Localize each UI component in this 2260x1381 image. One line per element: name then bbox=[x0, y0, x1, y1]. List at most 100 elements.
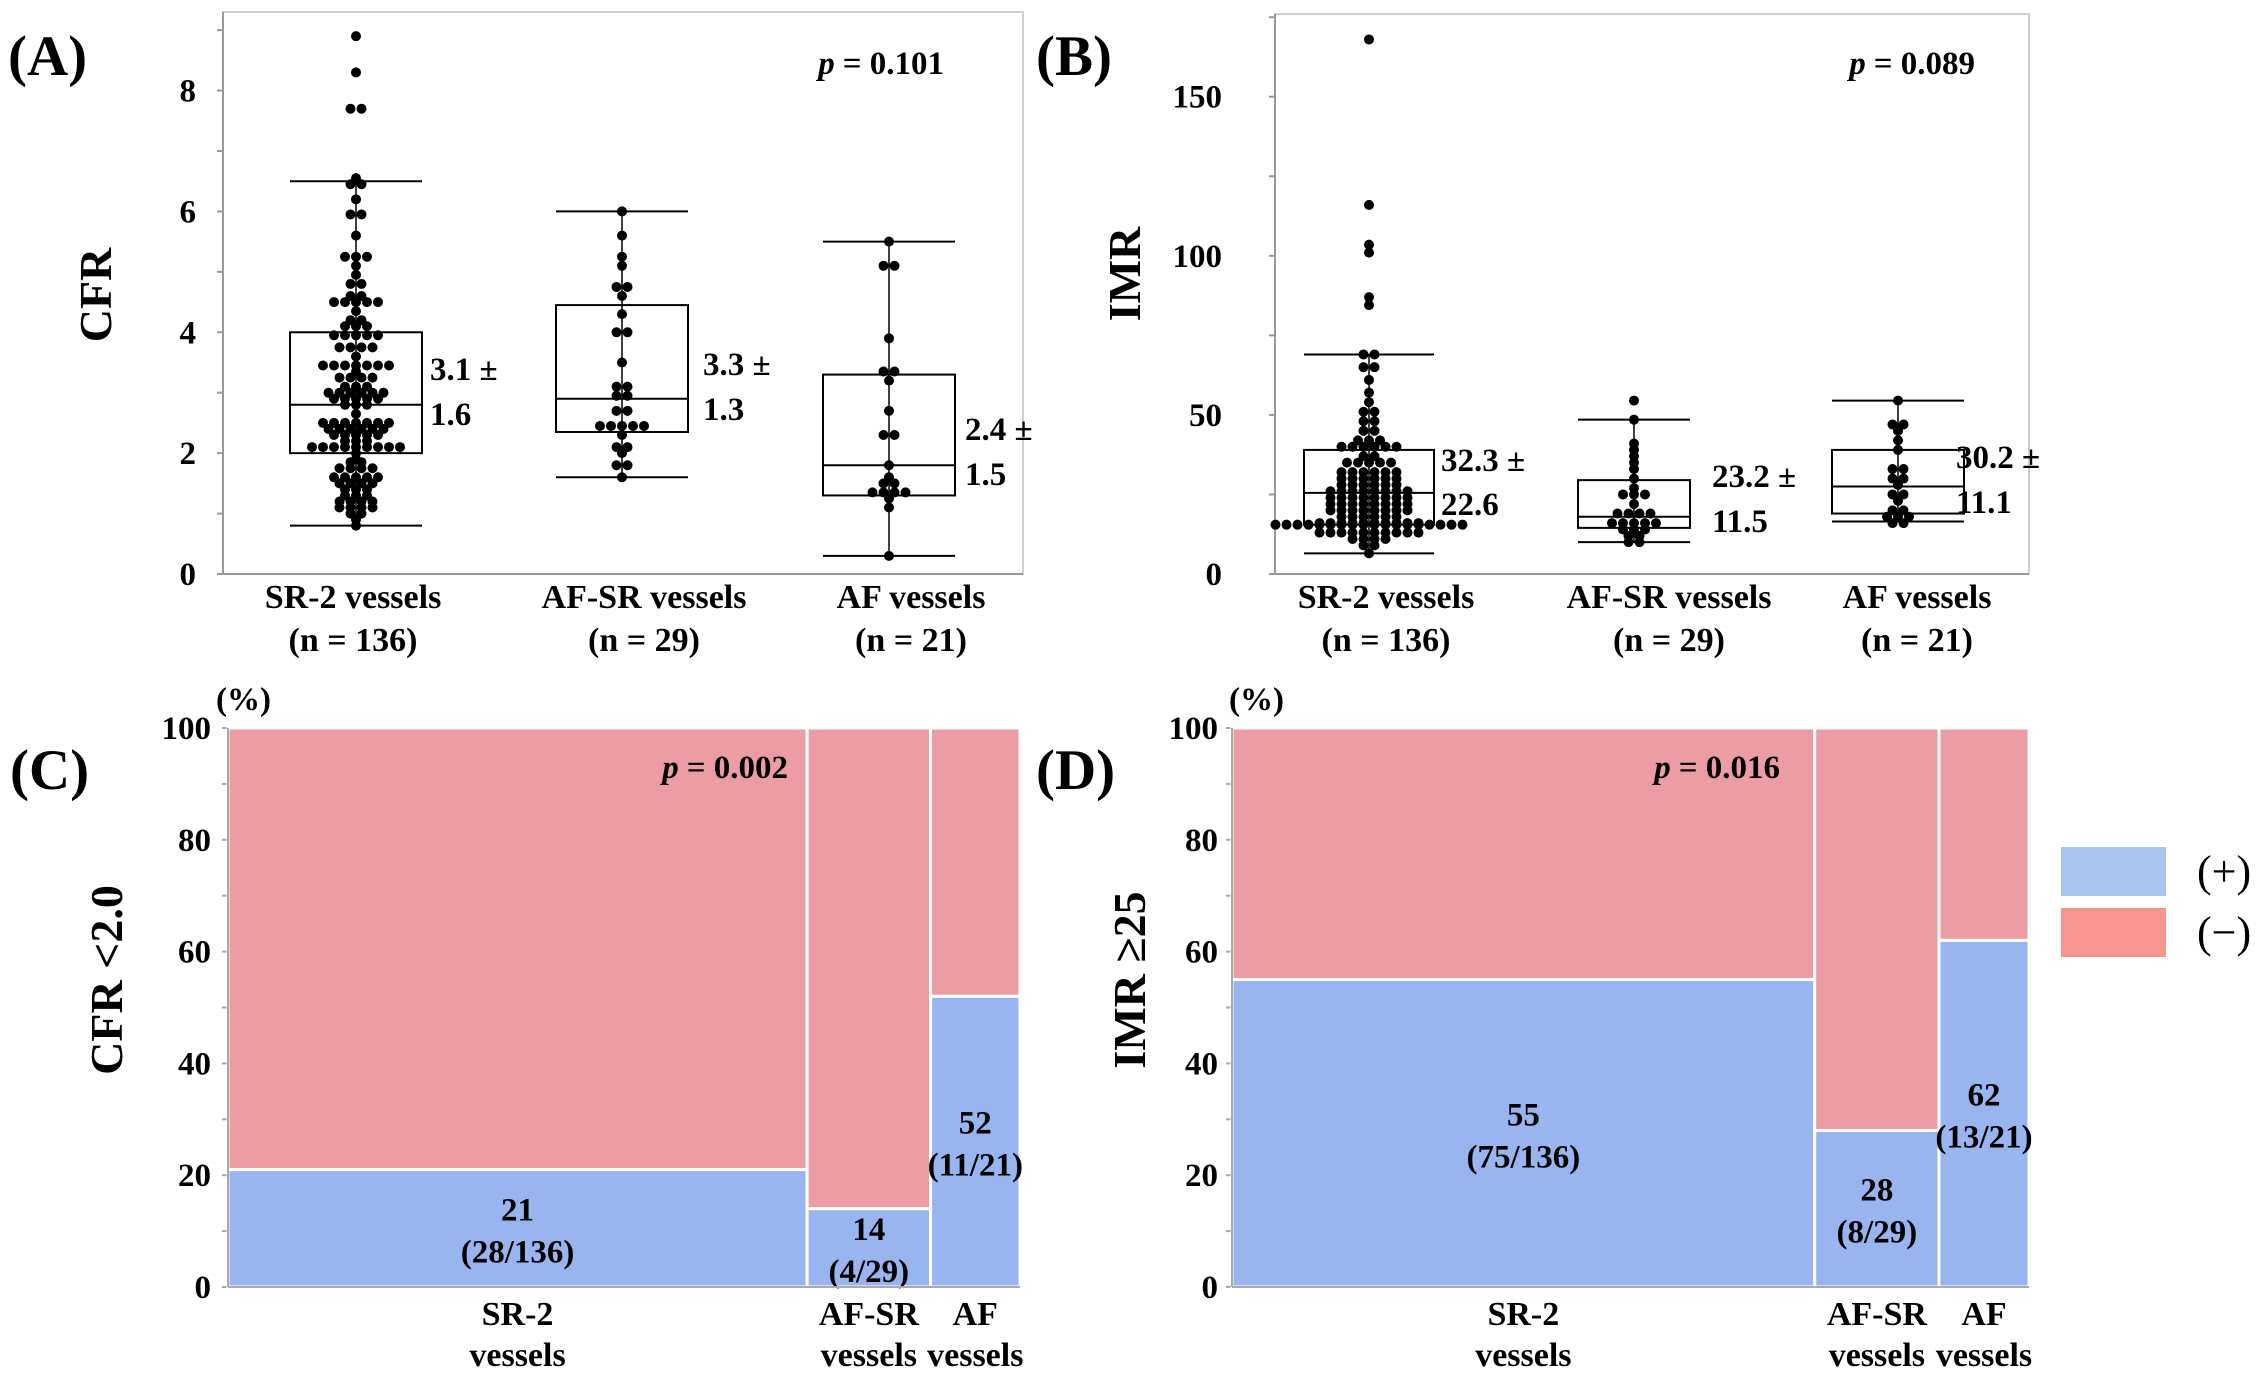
y-unit: (%) bbox=[216, 682, 271, 718]
data-point bbox=[1353, 457, 1363, 468]
sd-label: 11.5 bbox=[1712, 504, 1768, 540]
x-category-label: SR-2 vessels bbox=[1298, 579, 1475, 616]
data-point bbox=[1893, 425, 1903, 436]
data-point bbox=[622, 390, 633, 401]
p-value-text: = 0.002 bbox=[687, 750, 788, 786]
data-point bbox=[617, 206, 627, 217]
x-category-label: AF vessels bbox=[837, 579, 986, 616]
negative-segment bbox=[226, 726, 809, 1172]
data-point bbox=[351, 408, 361, 419]
data-point bbox=[1369, 349, 1380, 360]
y-tick-label: 40 bbox=[178, 1046, 211, 1082]
negative-segment bbox=[1813, 726, 1941, 1132]
panel-label: (A) bbox=[8, 25, 87, 88]
data-point bbox=[1369, 441, 1380, 452]
data-point bbox=[878, 430, 889, 441]
data-point bbox=[1386, 457, 1396, 468]
y-tick-label: 60 bbox=[178, 935, 211, 971]
x-category-n: (n = 136) bbox=[1322, 622, 1451, 659]
data-point bbox=[1292, 519, 1303, 530]
box bbox=[1303, 448, 1435, 526]
data-point bbox=[367, 372, 378, 383]
data-point bbox=[1270, 519, 1281, 530]
data-point bbox=[1369, 362, 1380, 373]
p-value: p = 0.016 bbox=[1651, 750, 1780, 786]
y-tick-label: 0 bbox=[195, 1270, 212, 1306]
data-point bbox=[351, 251, 361, 262]
positive-segment bbox=[1230, 978, 1817, 1289]
data-point bbox=[1314, 527, 1325, 538]
data-point bbox=[884, 493, 894, 504]
legend: (+) (−) bbox=[2061, 847, 2251, 957]
data-point bbox=[878, 260, 889, 271]
data-point bbox=[1303, 519, 1314, 530]
data-point bbox=[889, 430, 900, 441]
data-point bbox=[1364, 397, 1374, 408]
data-point bbox=[334, 463, 345, 474]
data-point bbox=[878, 366, 889, 377]
data-point bbox=[329, 297, 339, 308]
percent-label: 52 bbox=[959, 1106, 992, 1142]
data-point bbox=[1887, 518, 1898, 529]
data-point bbox=[351, 67, 361, 78]
data-point bbox=[611, 281, 622, 292]
data-point bbox=[1281, 519, 1292, 530]
data-point bbox=[889, 478, 900, 489]
data-point bbox=[1364, 387, 1374, 398]
data-point bbox=[340, 360, 350, 371]
data-point bbox=[1347, 534, 1358, 544]
mosaic-column: 62 (13/21) AF vessels bbox=[1935, 726, 2033, 1374]
data-point bbox=[1347, 441, 1358, 452]
percent-label: 14 bbox=[852, 1212, 885, 1248]
data-point bbox=[1623, 537, 1634, 548]
y-tick-label: 60 bbox=[1185, 935, 1218, 971]
data-point bbox=[1358, 406, 1369, 417]
p-symbol: p bbox=[659, 750, 679, 786]
x-category-label: AF bbox=[1961, 1296, 2006, 1333]
p-symbol: p bbox=[1651, 750, 1671, 786]
mean-label: 32.3 ± bbox=[1441, 443, 1525, 479]
data-point bbox=[1629, 499, 1639, 509]
data-point bbox=[884, 550, 894, 561]
data-point bbox=[1898, 518, 1909, 529]
data-point bbox=[351, 330, 361, 341]
data-point bbox=[356, 342, 367, 353]
x-category-label-line2: vessels bbox=[1829, 1337, 1925, 1374]
y-axis-title: IMR ≥25 bbox=[1104, 891, 1155, 1068]
p-symbol: p bbox=[1846, 46, 1866, 82]
data-point bbox=[1358, 416, 1369, 427]
data-point bbox=[1358, 441, 1369, 452]
box-group: 30.2 ± 11.1 AF vessels (n = 21) bbox=[1831, 395, 2040, 659]
data-point bbox=[617, 251, 627, 262]
fraction-label: (13/21) bbox=[1935, 1120, 2032, 1156]
data-point bbox=[356, 209, 367, 220]
data-point bbox=[1634, 537, 1645, 548]
data-point bbox=[1364, 247, 1374, 258]
sd-label: 1.5 bbox=[965, 457, 1006, 493]
data-point bbox=[622, 381, 633, 392]
panel-a: (A) CFR 0 2 4 6 8 p = 0.101 3.1 ± 1.6 SR-2 vessels (… bbox=[8, 11, 1033, 659]
data-point bbox=[1364, 199, 1374, 210]
data-point bbox=[1336, 441, 1347, 452]
panel-label: (B) bbox=[1036, 25, 1112, 88]
data-point bbox=[345, 103, 356, 114]
data-point bbox=[1369, 425, 1380, 436]
y-tick-label: 20 bbox=[178, 1158, 211, 1194]
y-tick-label: 150 bbox=[1173, 80, 1223, 116]
fraction-label: (4/29) bbox=[829, 1254, 910, 1290]
data-point bbox=[351, 269, 361, 280]
data-point bbox=[884, 460, 894, 471]
mean-label: 2.4 ± bbox=[965, 412, 1033, 448]
data-point bbox=[329, 360, 339, 371]
data-point bbox=[622, 405, 633, 416]
data-point bbox=[1364, 548, 1374, 559]
data-point bbox=[1893, 495, 1903, 506]
data-point bbox=[1893, 444, 1903, 455]
positive-segment bbox=[1937, 938, 2031, 1289]
data-point bbox=[356, 179, 367, 190]
data-point bbox=[889, 366, 900, 377]
fraction-label: (28/136) bbox=[461, 1234, 575, 1270]
y-tick-label: 80 bbox=[178, 823, 211, 859]
data-point bbox=[606, 420, 616, 431]
